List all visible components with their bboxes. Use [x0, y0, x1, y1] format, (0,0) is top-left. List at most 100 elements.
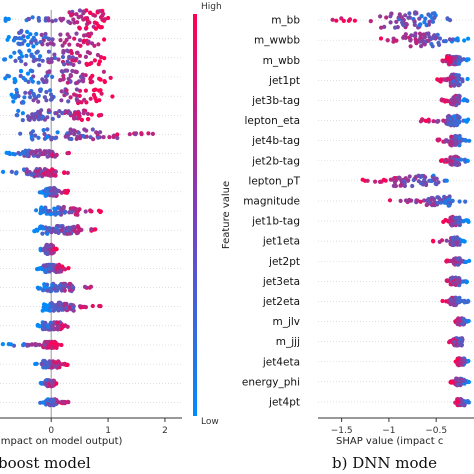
shap-point [402, 179, 407, 184]
shap-point [36, 80, 41, 85]
shap-point [26, 16, 31, 22]
shap-point [25, 114, 31, 119]
shap-point [457, 295, 462, 300]
shap-point [352, 18, 357, 23]
shap-point [414, 10, 419, 15]
shap-point [443, 199, 448, 204]
shap-point [426, 31, 431, 36]
shap-point [59, 207, 64, 212]
shap-point [435, 137, 440, 142]
shap-point [24, 170, 29, 175]
shap-point [12, 152, 17, 157]
shap-point [65, 80, 70, 85]
shap-point [464, 279, 469, 284]
shap-point [83, 305, 88, 310]
feature-label: m_wwbb [254, 35, 300, 47]
shap-point [66, 400, 71, 405]
shap-point [405, 178, 411, 183]
shap-point [59, 228, 64, 233]
shap-point [378, 36, 384, 41]
feature-label: jet2pt [268, 256, 300, 268]
x-tick-label: −1 [382, 426, 395, 436]
shap-point [385, 38, 390, 43]
shap-point [73, 58, 78, 63]
shap-point [96, 62, 101, 67]
shap-point [74, 87, 79, 92]
shap-point [76, 79, 82, 84]
beeswarm-row [2, 48, 107, 68]
shap-point [48, 88, 53, 93]
shap-point [127, 132, 132, 137]
shap-point [72, 36, 77, 41]
shap-point [450, 139, 455, 144]
shap-point [446, 203, 451, 208]
shap-point [455, 382, 460, 387]
shap-point [40, 114, 46, 119]
shap-point [451, 122, 456, 127]
shap-point [84, 33, 89, 38]
shap-point [75, 98, 80, 103]
left-beeswarms [0, 8, 155, 408]
shap-point [88, 76, 93, 82]
shap-point [66, 266, 71, 271]
shap-point [27, 90, 32, 96]
shap-point [451, 79, 456, 84]
shap-point [88, 80, 93, 85]
shap-point [81, 17, 86, 22]
shap-point [19, 69, 24, 74]
shap-point [87, 285, 92, 290]
shap-point [31, 35, 36, 40]
shap-point [17, 49, 22, 54]
shap-point [457, 341, 462, 346]
shap-point [76, 130, 81, 135]
colorbar-low-label: Low [201, 417, 219, 427]
shap-point [431, 175, 437, 180]
shap-point [53, 169, 59, 174]
shap-point [0, 342, 5, 347]
shap-point [441, 118, 446, 123]
shap-point [30, 129, 36, 134]
feature-label: jet4pt [268, 396, 300, 408]
shap-point [420, 182, 425, 187]
shap-point [52, 136, 58, 141]
shap-point [455, 318, 460, 323]
beeswarm-row [38, 242, 59, 256]
shap-point [81, 111, 86, 116]
feature-label: magnitude [243, 195, 300, 207]
shap-point [42, 95, 48, 100]
shap-point [9, 92, 14, 97]
shap-point [68, 73, 73, 78]
shap-point [7, 150, 12, 155]
shap-point [72, 111, 77, 117]
shap-point [431, 239, 436, 244]
shap-point [83, 88, 88, 93]
shap-point [447, 340, 452, 345]
shap-point [11, 38, 16, 43]
shap-point [85, 111, 91, 116]
shap-point [62, 301, 67, 306]
shap-point [45, 154, 50, 159]
shap-point [65, 188, 71, 193]
shap-point [29, 115, 34, 120]
shap-point [19, 59, 24, 64]
shap-point [467, 138, 472, 143]
shap-point [42, 343, 47, 348]
shap-point [42, 131, 47, 137]
shap-point [80, 304, 85, 310]
shap-point [77, 93, 82, 98]
shap-point [453, 159, 458, 165]
shap-point [453, 137, 458, 142]
shap-point [20, 41, 25, 46]
shap-point [56, 205, 61, 210]
shap-point [87, 51, 92, 56]
shap-point [450, 198, 455, 203]
shap-point [368, 19, 373, 24]
shap-point [60, 264, 65, 269]
shap-point [411, 177, 416, 183]
shap-point [41, 324, 46, 329]
shap-point [62, 210, 67, 215]
shap-point [13, 95, 18, 100]
shap-point [404, 198, 409, 204]
shap-point [413, 37, 418, 42]
shap-point [462, 359, 467, 364]
